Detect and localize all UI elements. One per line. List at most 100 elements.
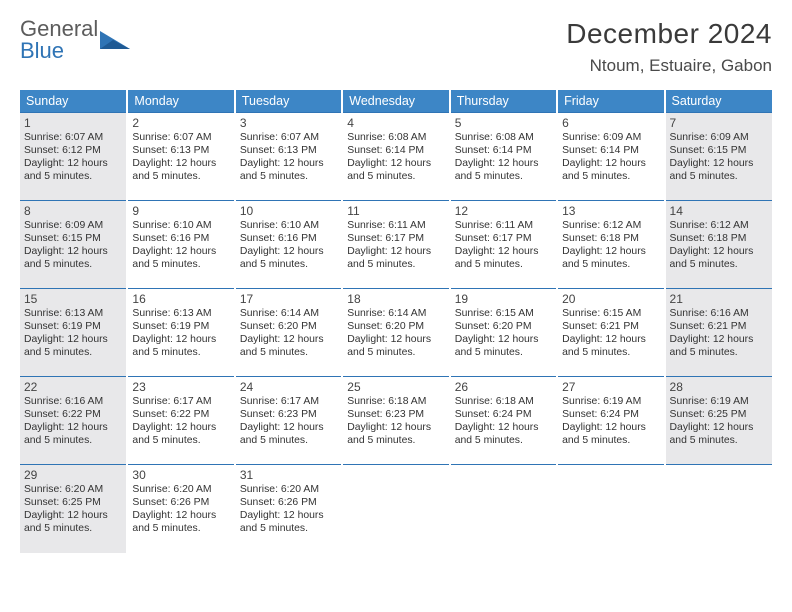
header: General Blue December 2024 Ntoum, Estuai… [20, 18, 772, 76]
sunrise-text: Sunrise: 6:19 AM [670, 395, 768, 408]
calendar-cell: 7Sunrise: 6:09 AMSunset: 6:15 PMDaylight… [665, 113, 772, 201]
calendar-row: 29Sunrise: 6:20 AMSunset: 6:25 PMDayligh… [20, 465, 772, 553]
sunrise-text: Sunrise: 6:08 AM [347, 131, 444, 144]
day-details: Sunrise: 6:14 AMSunset: 6:20 PMDaylight:… [240, 307, 337, 359]
calendar-cell: 22Sunrise: 6:16 AMSunset: 6:22 PMDayligh… [20, 377, 127, 465]
daylight-text: Daylight: 12 hours and 5 minutes. [562, 157, 659, 183]
title-block: December 2024 Ntoum, Estuaire, Gabon [566, 18, 772, 76]
day-number: 22 [24, 380, 122, 394]
daylight-text: Daylight: 12 hours and 5 minutes. [132, 157, 229, 183]
sunset-text: Sunset: 6:22 PM [24, 408, 122, 421]
day-details: Sunrise: 6:13 AMSunset: 6:19 PMDaylight:… [24, 307, 122, 359]
calendar-cell: 5Sunrise: 6:08 AMSunset: 6:14 PMDaylight… [450, 113, 557, 201]
weekday-header: Tuesday [235, 90, 342, 113]
calendar-cell: 1Sunrise: 6:07 AMSunset: 6:12 PMDaylight… [20, 113, 127, 201]
day-details: Sunrise: 6:07 AMSunset: 6:13 PMDaylight:… [132, 131, 229, 183]
daylight-text: Daylight: 12 hours and 5 minutes. [670, 245, 768, 271]
calendar-page: General Blue December 2024 Ntoum, Estuai… [0, 0, 792, 612]
day-details: Sunrise: 6:09 AMSunset: 6:14 PMDaylight:… [562, 131, 659, 183]
day-number: 29 [24, 468, 122, 482]
calendar-cell: 31Sunrise: 6:20 AMSunset: 6:26 PMDayligh… [235, 465, 342, 553]
day-number: 5 [455, 116, 552, 130]
calendar-head: Sunday Monday Tuesday Wednesday Thursday… [20, 90, 772, 113]
daylight-text: Daylight: 12 hours and 5 minutes. [240, 333, 337, 359]
daylight-text: Daylight: 12 hours and 5 minutes. [562, 245, 659, 271]
day-details: Sunrise: 6:07 AMSunset: 6:12 PMDaylight:… [24, 131, 122, 183]
day-number: 15 [24, 292, 122, 306]
sunset-text: Sunset: 6:26 PM [240, 496, 337, 509]
day-details: Sunrise: 6:19 AMSunset: 6:25 PMDaylight:… [670, 395, 768, 447]
sunset-text: Sunset: 6:20 PM [455, 320, 552, 333]
day-details: Sunrise: 6:16 AMSunset: 6:22 PMDaylight:… [24, 395, 122, 447]
daylight-text: Daylight: 12 hours and 5 minutes. [670, 421, 768, 447]
sunset-text: Sunset: 6:23 PM [240, 408, 337, 421]
day-number: 14 [670, 204, 768, 218]
location-subtitle: Ntoum, Estuaire, Gabon [566, 56, 772, 76]
calendar-cell: 30Sunrise: 6:20 AMSunset: 6:26 PMDayligh… [127, 465, 234, 553]
daylight-text: Daylight: 12 hours and 5 minutes. [240, 421, 337, 447]
daylight-text: Daylight: 12 hours and 5 minutes. [347, 245, 444, 271]
calendar-cell: 21Sunrise: 6:16 AMSunset: 6:21 PMDayligh… [665, 289, 772, 377]
day-details: Sunrise: 6:08 AMSunset: 6:14 PMDaylight:… [455, 131, 552, 183]
daylight-text: Daylight: 12 hours and 5 minutes. [455, 421, 552, 447]
sunset-text: Sunset: 6:14 PM [455, 144, 552, 157]
daylight-text: Daylight: 12 hours and 5 minutes. [670, 157, 768, 183]
day-details: Sunrise: 6:12 AMSunset: 6:18 PMDaylight:… [670, 219, 768, 271]
day-number: 6 [562, 116, 659, 130]
calendar-cell: 15Sunrise: 6:13 AMSunset: 6:19 PMDayligh… [20, 289, 127, 377]
day-details: Sunrise: 6:20 AMSunset: 6:25 PMDaylight:… [24, 483, 122, 535]
sunset-text: Sunset: 6:17 PM [455, 232, 552, 245]
calendar-cell: 19Sunrise: 6:15 AMSunset: 6:20 PMDayligh… [450, 289, 557, 377]
daylight-text: Daylight: 12 hours and 5 minutes. [240, 245, 337, 271]
day-number: 9 [132, 204, 229, 218]
calendar-cell: 6Sunrise: 6:09 AMSunset: 6:14 PMDaylight… [557, 113, 664, 201]
sunrise-text: Sunrise: 6:12 AM [562, 219, 659, 232]
day-details: Sunrise: 6:17 AMSunset: 6:22 PMDaylight:… [132, 395, 229, 447]
day-details: Sunrise: 6:17 AMSunset: 6:23 PMDaylight:… [240, 395, 337, 447]
calendar-cell: 24Sunrise: 6:17 AMSunset: 6:23 PMDayligh… [235, 377, 342, 465]
weekday-header: Thursday [450, 90, 557, 113]
day-details: Sunrise: 6:08 AMSunset: 6:14 PMDaylight:… [347, 131, 444, 183]
day-number: 17 [240, 292, 337, 306]
sunrise-text: Sunrise: 6:11 AM [455, 219, 552, 232]
sunset-text: Sunset: 6:24 PM [562, 408, 659, 421]
brand-logo: General Blue [20, 18, 130, 62]
day-number: 26 [455, 380, 552, 394]
sunset-text: Sunset: 6:15 PM [670, 144, 768, 157]
daylight-text: Daylight: 12 hours and 5 minutes. [132, 509, 229, 535]
sunset-text: Sunset: 6:19 PM [132, 320, 229, 333]
daylight-text: Daylight: 12 hours and 5 minutes. [24, 245, 122, 271]
calendar-row: 15Sunrise: 6:13 AMSunset: 6:19 PMDayligh… [20, 289, 772, 377]
daylight-text: Daylight: 12 hours and 5 minutes. [24, 157, 122, 183]
day-details: Sunrise: 6:07 AMSunset: 6:13 PMDaylight:… [240, 131, 337, 183]
calendar-row: 1Sunrise: 6:07 AMSunset: 6:12 PMDaylight… [20, 113, 772, 201]
sunset-text: Sunset: 6:21 PM [562, 320, 659, 333]
sunset-text: Sunset: 6:13 PM [240, 144, 337, 157]
weekday-header: Sunday [20, 90, 127, 113]
calendar-cell: 23Sunrise: 6:17 AMSunset: 6:22 PMDayligh… [127, 377, 234, 465]
day-number: 19 [455, 292, 552, 306]
calendar-cell: 17Sunrise: 6:14 AMSunset: 6:20 PMDayligh… [235, 289, 342, 377]
day-details: Sunrise: 6:11 AMSunset: 6:17 PMDaylight:… [347, 219, 444, 271]
sunset-text: Sunset: 6:25 PM [24, 496, 122, 509]
sunset-text: Sunset: 6:13 PM [132, 144, 229, 157]
weekday-header: Friday [557, 90, 664, 113]
daylight-text: Daylight: 12 hours and 5 minutes. [24, 421, 122, 447]
sunset-text: Sunset: 6:17 PM [347, 232, 444, 245]
day-number: 24 [240, 380, 337, 394]
daylight-text: Daylight: 12 hours and 5 minutes. [455, 245, 552, 271]
sunrise-text: Sunrise: 6:09 AM [670, 131, 768, 144]
calendar-cell: 18Sunrise: 6:14 AMSunset: 6:20 PMDayligh… [342, 289, 449, 377]
logo-word2: Blue [20, 38, 64, 63]
sunset-text: Sunset: 6:18 PM [670, 232, 768, 245]
sunrise-text: Sunrise: 6:13 AM [24, 307, 122, 320]
sunrise-text: Sunrise: 6:16 AM [24, 395, 122, 408]
day-details: Sunrise: 6:12 AMSunset: 6:18 PMDaylight:… [562, 219, 659, 271]
weekday-header: Wednesday [342, 90, 449, 113]
day-number: 11 [347, 204, 444, 218]
sunset-text: Sunset: 6:12 PM [24, 144, 122, 157]
day-details: Sunrise: 6:15 AMSunset: 6:20 PMDaylight:… [455, 307, 552, 359]
calendar-cell: 4Sunrise: 6:08 AMSunset: 6:14 PMDaylight… [342, 113, 449, 201]
sunrise-text: Sunrise: 6:07 AM [240, 131, 337, 144]
day-number: 16 [132, 292, 229, 306]
